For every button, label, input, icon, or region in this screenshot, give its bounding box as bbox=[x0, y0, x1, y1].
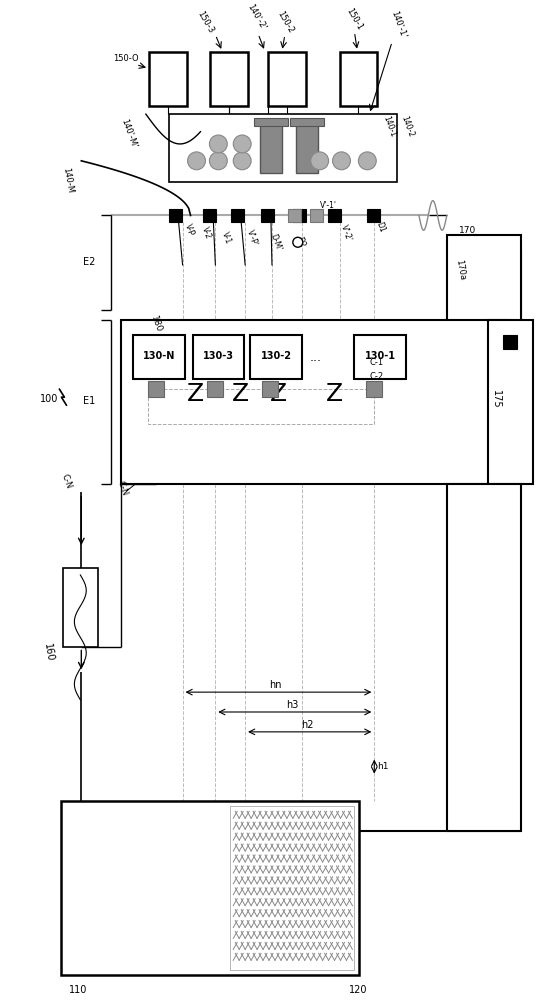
Bar bbox=[340, 52, 377, 106]
Circle shape bbox=[210, 152, 227, 170]
Bar bbox=[231, 209, 244, 222]
Text: E2: E2 bbox=[83, 257, 96, 267]
Text: 100: 100 bbox=[39, 394, 58, 404]
Text: V-2: V-2 bbox=[200, 226, 213, 241]
Bar bbox=[489, 320, 533, 484]
Text: 140-M: 140-M bbox=[62, 167, 75, 194]
Bar bbox=[367, 209, 380, 222]
Circle shape bbox=[233, 152, 251, 170]
Bar bbox=[293, 209, 306, 222]
Text: 130-1: 130-1 bbox=[364, 351, 396, 361]
Circle shape bbox=[333, 152, 350, 170]
Text: 150-1: 150-1 bbox=[345, 6, 364, 31]
Text: h1: h1 bbox=[377, 762, 389, 771]
Circle shape bbox=[293, 237, 303, 247]
Text: 150-3: 150-3 bbox=[195, 9, 215, 34]
Circle shape bbox=[233, 135, 251, 153]
Bar bbox=[288, 209, 301, 222]
Bar bbox=[148, 389, 374, 424]
Text: Z: Z bbox=[326, 382, 343, 406]
Text: C-2: C-2 bbox=[369, 372, 383, 381]
Text: 140'-1': 140'-1' bbox=[389, 10, 407, 40]
Text: Z: Z bbox=[269, 382, 287, 406]
Text: D-M': D-M' bbox=[268, 233, 282, 252]
Bar bbox=[447, 235, 521, 330]
Bar bbox=[261, 209, 274, 222]
Text: 140-2: 140-2 bbox=[399, 114, 415, 138]
Bar bbox=[310, 209, 322, 222]
Text: V-1: V-1 bbox=[220, 231, 233, 246]
Text: V'-P': V'-P' bbox=[245, 229, 259, 248]
Bar bbox=[230, 806, 354, 970]
Bar bbox=[296, 121, 318, 173]
Text: C-N: C-N bbox=[116, 480, 130, 497]
Text: 140'-2': 140'-2' bbox=[245, 2, 267, 31]
Bar bbox=[168, 114, 397, 182]
Text: Z: Z bbox=[232, 382, 249, 406]
Circle shape bbox=[187, 152, 205, 170]
Text: 130-3: 130-3 bbox=[203, 351, 234, 361]
Bar bbox=[250, 335, 302, 379]
Bar bbox=[193, 335, 244, 379]
Bar bbox=[168, 209, 181, 222]
Text: E1: E1 bbox=[83, 396, 96, 406]
Text: 140'-M': 140'-M' bbox=[119, 117, 138, 149]
Text: 110: 110 bbox=[70, 985, 88, 995]
Circle shape bbox=[310, 152, 329, 170]
Circle shape bbox=[359, 152, 376, 170]
Text: ...: ... bbox=[309, 351, 322, 364]
Bar bbox=[149, 52, 187, 106]
Text: 120: 120 bbox=[349, 985, 368, 995]
Bar bbox=[354, 335, 406, 379]
Text: 150-O: 150-O bbox=[113, 54, 139, 63]
Text: hn: hn bbox=[269, 680, 281, 690]
Text: V'-2': V'-2' bbox=[340, 224, 354, 243]
Bar bbox=[121, 320, 508, 484]
Bar bbox=[503, 335, 517, 349]
Text: C-N: C-N bbox=[59, 473, 73, 490]
Text: 160: 160 bbox=[42, 642, 55, 662]
Text: 140-1: 140-1 bbox=[381, 114, 397, 138]
Text: 170: 170 bbox=[458, 226, 476, 235]
Text: C-1: C-1 bbox=[369, 358, 383, 367]
Text: h3: h3 bbox=[286, 700, 298, 710]
Text: V'-1': V'-1' bbox=[320, 201, 336, 210]
Text: Z: Z bbox=[187, 382, 204, 406]
Bar bbox=[262, 381, 278, 397]
Bar bbox=[254, 118, 288, 126]
Bar bbox=[133, 335, 185, 379]
Text: 170a: 170a bbox=[454, 259, 466, 281]
Text: V-P: V-P bbox=[183, 223, 195, 238]
Text: 130-2: 130-2 bbox=[260, 351, 292, 361]
Bar bbox=[204, 209, 217, 222]
Text: 175: 175 bbox=[490, 390, 501, 408]
Bar bbox=[260, 121, 282, 173]
Bar bbox=[62, 801, 360, 975]
Text: h2: h2 bbox=[301, 720, 314, 730]
Bar bbox=[447, 484, 521, 831]
Text: D1: D1 bbox=[374, 221, 386, 234]
Bar bbox=[290, 118, 323, 126]
Bar bbox=[328, 209, 341, 222]
Text: 180: 180 bbox=[149, 315, 163, 334]
Bar bbox=[366, 381, 382, 397]
Text: 150-2: 150-2 bbox=[275, 9, 295, 34]
Bar bbox=[268, 52, 306, 106]
Text: 130-N: 130-N bbox=[143, 351, 175, 361]
Bar bbox=[211, 52, 248, 106]
Text: D2: D2 bbox=[295, 236, 307, 249]
Bar bbox=[148, 381, 164, 397]
Bar bbox=[207, 381, 224, 397]
Bar bbox=[63, 568, 98, 647]
Circle shape bbox=[210, 135, 227, 153]
